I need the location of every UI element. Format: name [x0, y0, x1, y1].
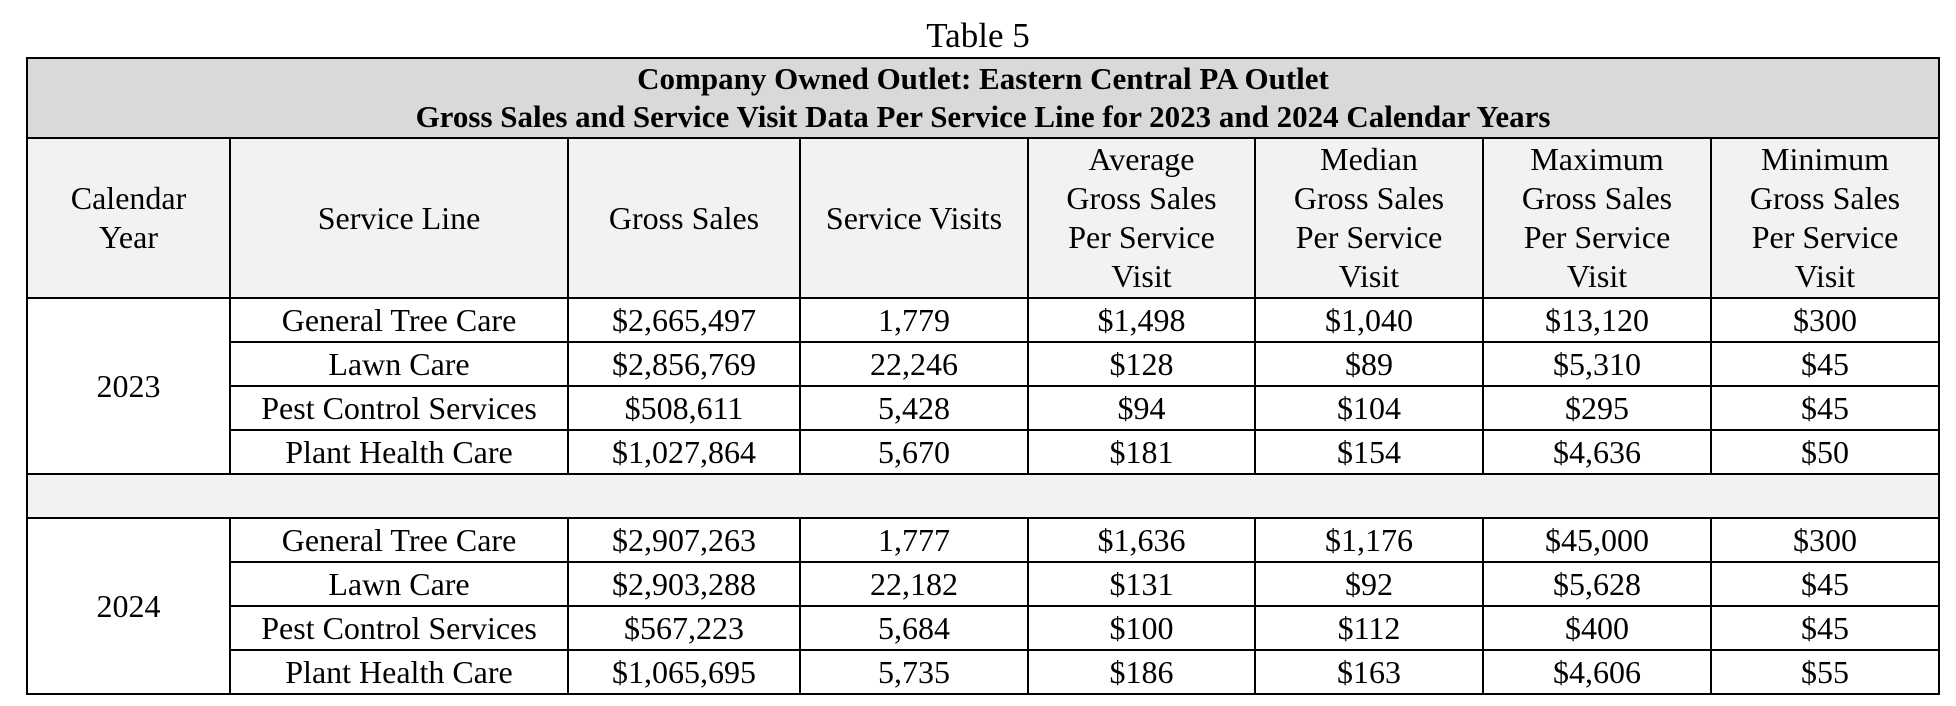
gross-sales-cell: $2,856,769 [567, 341, 801, 387]
service-line-cell: Pest Control Services [229, 385, 569, 431]
header-service-visits: Service Visits [799, 137, 1029, 299]
gross-sales-cell: $1,027,864 [567, 429, 801, 475]
minimum-cell: $45 [1709, 341, 1941, 387]
service-visits-cell: 5,735 [799, 649, 1029, 695]
minimum-cell: $55 [1709, 649, 1941, 695]
minimum-cell: $45 [1709, 561, 1941, 607]
column-header-row: Calendar Year Service Line Gross Sales S… [26, 137, 1941, 299]
average-cell: $100 [1027, 605, 1256, 651]
minimum-cell: $50 [1709, 429, 1941, 475]
maximum-cell: $5,310 [1482, 341, 1712, 387]
table-row: 2024 General Tree Care $2,907,263 1,777 … [26, 517, 1941, 695]
gross-sales-cell: $567,223 [567, 605, 801, 651]
service-line-cell: General Tree Care [229, 297, 569, 343]
average-cell: $1,498 [1027, 297, 1256, 343]
gross-sales-cell: $508,611 [567, 385, 801, 431]
service-visits-cell: 5,670 [799, 429, 1029, 475]
maximum-cell: $400 [1482, 605, 1712, 651]
median-cell: $1,176 [1254, 517, 1484, 563]
header-minimum: Minimum Gross Sales Per Service Visit [1709, 137, 1941, 299]
group-spacer-row [25, 473, 1941, 519]
table-row: 2023 General Tree Care $2,665,497 1,779 … [26, 297, 1941, 475]
service-visits-cell: 5,684 [799, 605, 1029, 651]
title-line-1: Company Owned Outlet: Eastern Central PA… [637, 61, 1329, 96]
sales-data-table: Company Owned Outlet: Eastern Central PA… [25, 57, 1941, 695]
table-caption: Table 5 [926, 16, 1030, 55]
minimum-cell: $300 [1709, 297, 1941, 343]
spacer-cell [25, 473, 1941, 519]
table-row: Lawn Care $2,903,288 22,182 $131 $92 $5,… [27, 561, 1941, 607]
service-line-cell: Lawn Care [229, 561, 569, 607]
table-row: Pest Control Services $508,611 5,428 $94… [27, 385, 1941, 431]
service-line-cell: Plant Health Care [229, 649, 569, 695]
year-cell-2023: 2023 [26, 297, 231, 475]
header-service-line: Service Line [229, 137, 569, 299]
table-row: Plant Health Care $1,065,695 5,735 $186 … [27, 649, 1941, 695]
service-visits-cell: 1,779 [799, 297, 1029, 343]
average-cell: $94 [1027, 385, 1256, 431]
table-title-row: Company Owned Outlet: Eastern Central PA… [25, 57, 1941, 139]
gross-sales-cell: $2,903,288 [567, 561, 801, 607]
header-median: Median Gross Sales Per Service Visit [1254, 137, 1484, 299]
minimum-cell: $45 [1709, 385, 1941, 431]
header-maximum: Maximum Gross Sales Per Service Visit [1482, 137, 1712, 299]
service-line-cell: Plant Health Care [229, 429, 569, 475]
service-visits-cell: 22,246 [799, 341, 1029, 387]
service-visits-cell: 1,777 [799, 517, 1029, 563]
table-title: Company Owned Outlet: Eastern Central PA… [25, 57, 1941, 139]
header-gross-sales: Gross Sales [567, 137, 801, 299]
header-calendar-year: Calendar Year [26, 137, 231, 299]
table-row: Pest Control Services $567,223 5,684 $10… [27, 605, 1941, 651]
gross-sales-cell: $2,907,263 [567, 517, 801, 563]
table-row: Plant Health Care $1,027,864 5,670 $181 … [27, 429, 1941, 475]
minimum-cell: $45 [1709, 605, 1941, 651]
median-cell: $1,040 [1254, 297, 1484, 343]
service-line-cell: Pest Control Services [229, 605, 569, 651]
gross-sales-cell: $2,665,497 [567, 297, 801, 343]
maximum-cell: $4,636 [1482, 429, 1712, 475]
title-line-2: Gross Sales and Service Visit Data Per S… [415, 99, 1551, 134]
average-cell: $131 [1027, 561, 1256, 607]
minimum-cell: $300 [1709, 517, 1941, 563]
median-cell: $89 [1254, 341, 1484, 387]
maximum-cell: $4,606 [1482, 649, 1712, 695]
header-average: Average Gross Sales Per Service Visit [1027, 137, 1256, 299]
maximum-cell: $5,628 [1482, 561, 1712, 607]
median-cell: $163 [1254, 649, 1484, 695]
average-cell: $128 [1027, 341, 1256, 387]
median-cell: $112 [1254, 605, 1484, 651]
median-cell: $104 [1254, 385, 1484, 431]
average-cell: $181 [1027, 429, 1256, 475]
median-cell: $92 [1254, 561, 1484, 607]
table-row: Lawn Care $2,856,769 22,246 $128 $89 $5,… [27, 341, 1941, 387]
year-cell-2024: 2024 [26, 517, 231, 695]
maximum-cell: $295 [1482, 385, 1712, 431]
average-cell: $1,636 [1027, 517, 1256, 563]
service-visits-cell: 5,428 [799, 385, 1029, 431]
median-cell: $154 [1254, 429, 1484, 475]
gross-sales-cell: $1,065,695 [567, 649, 801, 695]
maximum-cell: $45,000 [1482, 517, 1712, 563]
service-line-cell: Lawn Care [229, 341, 569, 387]
service-line-cell: General Tree Care [229, 517, 569, 563]
maximum-cell: $13,120 [1482, 297, 1712, 343]
average-cell: $186 [1027, 649, 1256, 695]
service-visits-cell: 22,182 [799, 561, 1029, 607]
